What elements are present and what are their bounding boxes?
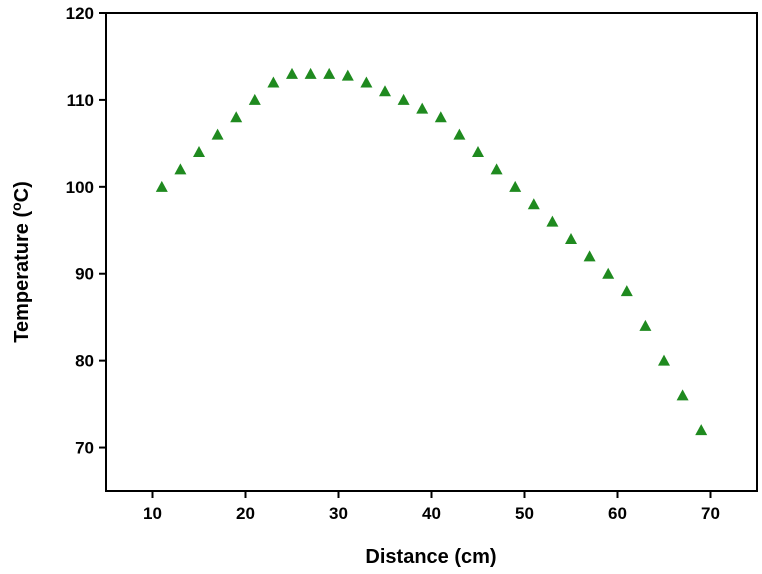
x-tick-label: 30 (329, 504, 348, 523)
data-point (304, 67, 317, 79)
y-axis-title-unit: C) (11, 181, 33, 202)
y-axis-ticks: 70 80 90 100 110 120 (66, 4, 106, 458)
y-tick-label: 70 (75, 439, 94, 458)
data-point (658, 354, 670, 366)
y-tick-label: 80 (75, 352, 94, 371)
data-point (211, 128, 224, 140)
data-point (286, 67, 298, 79)
data-point (639, 319, 652, 331)
data-point (565, 232, 577, 244)
data-point (527, 198, 540, 210)
y-tick-label: 100 (66, 178, 94, 197)
data-point (230, 111, 243, 123)
data-point (341, 69, 354, 81)
data-point (174, 163, 187, 175)
x-tick-label: 50 (515, 504, 534, 523)
data-point (453, 128, 466, 140)
plot-frame (105, 12, 758, 492)
y-tick-label: 90 (75, 265, 94, 284)
data-point (379, 85, 391, 97)
data-point (267, 76, 280, 88)
data-point (490, 163, 503, 175)
x-tick-label: 60 (608, 504, 627, 523)
data-point (248, 93, 261, 105)
data-points (155, 67, 708, 436)
data-point (193, 146, 205, 158)
data-point (434, 111, 447, 123)
y-tick-label: 110 (67, 91, 94, 110)
data-point (695, 424, 708, 436)
data-point (323, 67, 336, 79)
data-point (416, 102, 429, 114)
x-tick-label: 10 (143, 504, 162, 523)
data-point (620, 285, 633, 297)
data-point (546, 215, 559, 227)
x-axis-ticks: 10 20 30 40 50 60 70 (143, 491, 720, 523)
y-tick-label: 120 (66, 4, 94, 23)
data-point (583, 250, 596, 262)
data-point (360, 76, 373, 88)
y-axis-title: Temperature (oC) (8, 181, 33, 343)
data-point (155, 180, 168, 192)
y-axis-title-main: Temperature ( (11, 211, 33, 343)
data-point (397, 93, 410, 105)
x-tick-label: 70 (701, 504, 720, 523)
data-point (602, 267, 615, 279)
data-point (676, 389, 689, 401)
x-axis-title: Distance (cm) (365, 546, 496, 568)
data-point (509, 180, 522, 192)
y-axis-title-superscript: o (8, 202, 24, 211)
data-point (472, 146, 484, 158)
x-tick-label: 20 (236, 504, 255, 523)
x-tick-label: 40 (422, 504, 441, 523)
